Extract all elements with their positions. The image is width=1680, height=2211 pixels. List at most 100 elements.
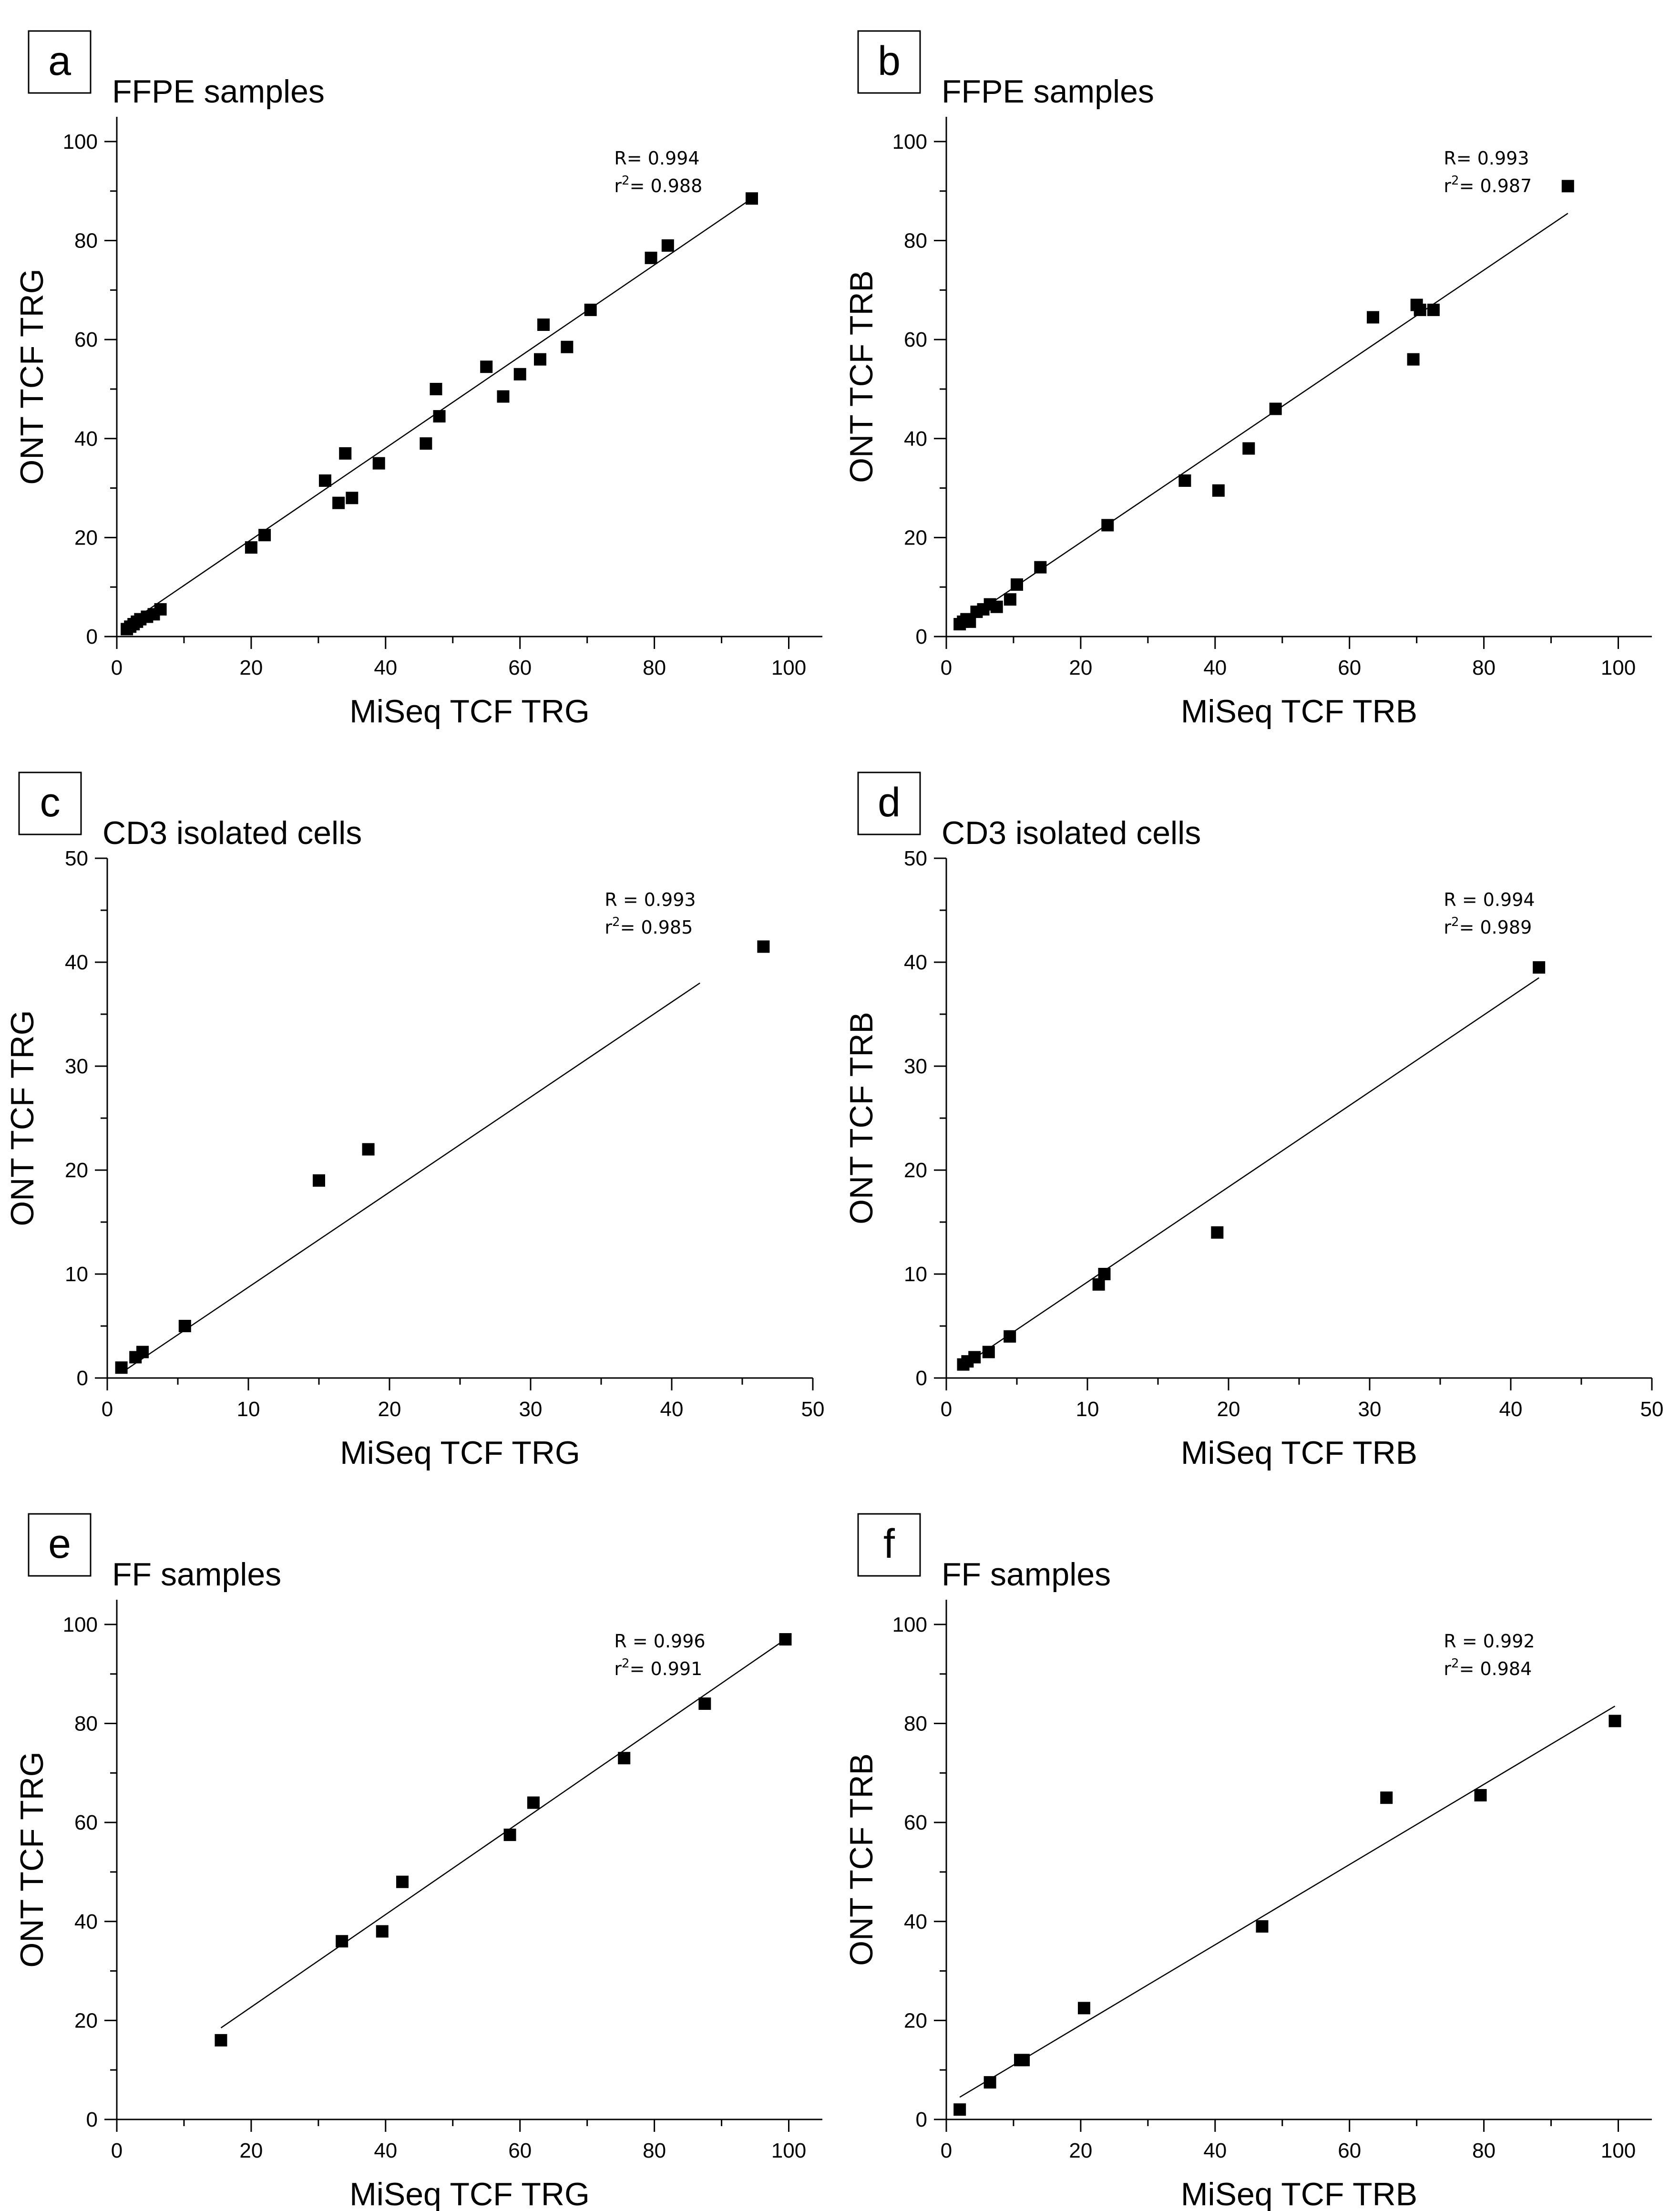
panel-label: c (40, 780, 61, 825)
panel-c: c CD3 isolated cells 0 10 20 30 40 50 0 10 20 30 40 5… (4, 771, 825, 1471)
x-tick-label: 50 (801, 1398, 825, 1421)
data-point (698, 1697, 711, 1710)
x-tick-label: 20 (378, 1398, 401, 1421)
x-tick-label: 20 (1069, 2139, 1092, 2162)
panel-e: e FF samples 0 20 40 60 80 100 0 20 40 60 80 100 MiSeq… (14, 1513, 822, 2211)
y-tick-label: 20 (74, 526, 98, 549)
panel-title: CD3 isolated cells (942, 815, 1201, 851)
x-tick-label: 40 (660, 1398, 684, 1421)
y-tick-label: 20 (65, 1159, 88, 1182)
data-point (1256, 1920, 1269, 1933)
y-tick-label: 30 (904, 1055, 927, 1078)
x-axis-label: MiSeq TCF TRG (349, 693, 590, 730)
y-tick-label: 20 (904, 526, 927, 549)
stats-r: R = 0.992 (1444, 1631, 1535, 1652)
x-tick-label: 60 (508, 2139, 532, 2162)
panel-title: CD3 isolated cells (102, 815, 362, 851)
data-point (1380, 1791, 1393, 1804)
data-point (313, 1174, 325, 1187)
y-axis-label: ONT TCF TRB (843, 1012, 880, 1224)
y-tick-label: 40 (904, 1910, 927, 1933)
stats-r2-value: = 0.989 (1459, 917, 1532, 938)
stats-r2: r2= 0.984 (1444, 1656, 1532, 1679)
panel-b: b FFPE samples 0 20 40 60 80 100 0 20 40 60 80 100 MiS… (843, 30, 1652, 730)
data-point (779, 1633, 792, 1646)
data-point (661, 239, 674, 252)
y-tick-label: 40 (904, 951, 927, 974)
data-point (527, 1796, 540, 1809)
data-point (645, 251, 657, 264)
data-point (376, 1925, 389, 1938)
x-tick-label: 100 (771, 656, 806, 679)
data-point (1561, 180, 1574, 193)
y-axis-label: ONT TCF TRG (14, 1751, 50, 1967)
y-tick-label: 10 (904, 1263, 927, 1286)
panel-f: f FF samples 0 20 40 60 80 100 0 20 40 60 80 100 MiSeq… (843, 1513, 1652, 2211)
panel-label-box (18, 771, 82, 835)
y-tick-label: 100 (892, 130, 927, 154)
stats-r: R= 0.994 (614, 148, 699, 169)
data-point (420, 437, 432, 450)
x-axis-label: MiSeq TCF TRB (1181, 693, 1417, 730)
data-point (513, 368, 526, 380)
x-tick-label: 0 (941, 2139, 952, 2162)
data-point (346, 492, 359, 504)
y-tick-label: 0 (916, 2108, 927, 2131)
data-point (503, 1829, 516, 1841)
stats-r2: r2= 0.987 (1444, 174, 1532, 196)
data-point (1092, 1278, 1105, 1291)
data-point (1077, 2002, 1090, 2015)
x-tick-label: 40 (1203, 2139, 1227, 2162)
stats-r2: r2= 0.988 (614, 174, 702, 196)
x-tick-label: 0 (102, 1398, 113, 1421)
panel-label-box (28, 1513, 92, 1577)
x-tick-label: 100 (1601, 2139, 1636, 2162)
data-point (154, 603, 167, 616)
x-tick-label: 30 (519, 1398, 543, 1421)
x-tick-label: 10 (1076, 1398, 1099, 1421)
data-point (332, 496, 345, 509)
data-point (1474, 1789, 1487, 1802)
y-tick-label: 100 (63, 1613, 98, 1636)
panel-label: b (878, 38, 901, 84)
stats-r2-value: = 0.987 (1459, 175, 1532, 196)
x-tick-label: 40 (1203, 656, 1227, 679)
y-tick-label: 60 (904, 328, 927, 351)
data-point (1211, 1226, 1224, 1239)
x-tick-label: 60 (1338, 2139, 1361, 2162)
x-tick-label: 100 (771, 2139, 806, 2162)
data-point (480, 360, 493, 373)
data-point (339, 447, 352, 460)
x-axis-label: MiSeq TCF TRG (340, 1435, 580, 1471)
data-point (757, 940, 770, 953)
stats-r2-symbol: r (604, 917, 612, 938)
data-point (953, 2103, 966, 2116)
stats-r2-symbol: r (614, 175, 622, 196)
x-axis-label: MiSeq TCF TRB (1181, 1435, 1417, 1471)
y-axis-label: ONT TCF TRG (4, 1010, 41, 1226)
data-point (1608, 1715, 1621, 1728)
y-tick-label: 20 (904, 2009, 927, 2032)
data-point (1034, 561, 1047, 574)
data-point (983, 2076, 996, 2089)
data-point (618, 1752, 631, 1765)
data-point (336, 1935, 348, 1948)
x-tick-label: 100 (1601, 656, 1636, 679)
stats-r2-symbol: r (1444, 917, 1451, 938)
panel-d: d CD3 isolated cells 0 10 20 30 40 50 0 10 20 30 40 5… (843, 771, 1663, 1471)
data-point (258, 529, 271, 542)
x-tick-label: 40 (374, 656, 397, 679)
fit-line (960, 977, 1539, 1368)
panel-label-box (857, 771, 921, 835)
panel-label-box (857, 30, 921, 94)
data-point (1533, 961, 1546, 974)
panel-a: a FFPE samples 0 20 40 60 80 100 0 20 40 60 80 100 MiS… (14, 30, 822, 730)
data-point (318, 474, 331, 487)
x-tick-label: 20 (1217, 1398, 1240, 1421)
stats-r2-exponent: 2 (622, 1656, 630, 1671)
y-tick-label: 30 (65, 1055, 88, 1078)
x-tick-label: 20 (239, 656, 263, 679)
stats-r2-exponent: 2 (622, 174, 630, 188)
fit-line (121, 982, 700, 1374)
stats-r2-exponent: 2 (1451, 174, 1459, 188)
